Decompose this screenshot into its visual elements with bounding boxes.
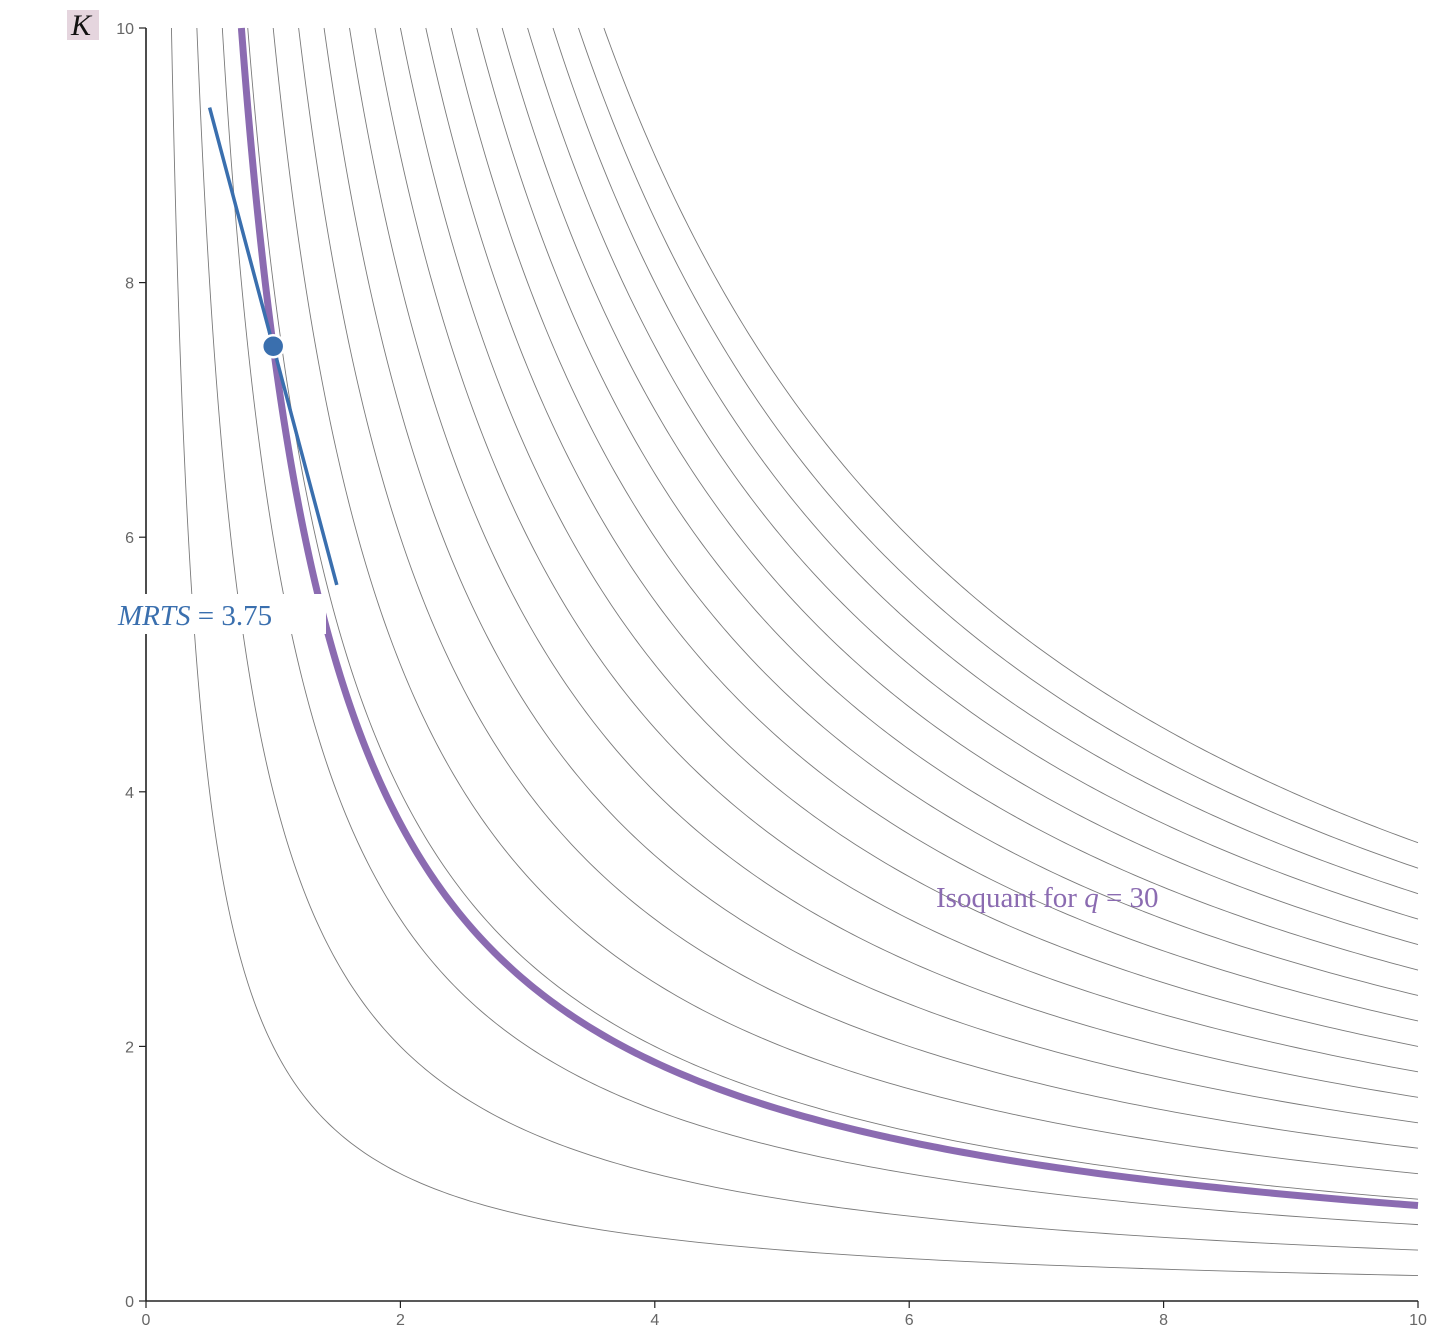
mrts-label-bg bbox=[112, 594, 326, 634]
x-tick-label-10: 10 bbox=[1409, 1312, 1427, 1329]
isoquant-contour-104 bbox=[476, 27, 1419, 971]
isoquant-contour-136 bbox=[578, 27, 1419, 869]
isoquant-contour-72 bbox=[374, 27, 1419, 1073]
tangent-group bbox=[207, 107, 339, 586]
isoquant-contour-40 bbox=[272, 27, 1419, 1175]
isoquant-contour-48 bbox=[298, 27, 1419, 1149]
x-tick-label-6: 6 bbox=[905, 1312, 914, 1329]
x-tick-label-0: 0 bbox=[142, 1312, 151, 1329]
highlighted-isoquant bbox=[237, 27, 1419, 1210]
isoquant-contour-120 bbox=[527, 27, 1419, 920]
isoquant-label: Isoquant for q = 30 bbox=[936, 882, 1159, 914]
y-tick-label-8: 8 bbox=[125, 276, 134, 293]
x-tick-label-8: 8 bbox=[1159, 1312, 1168, 1329]
isoquant-contour-112 bbox=[501, 27, 1419, 945]
isoquant-contour-32 bbox=[247, 27, 1419, 1200]
isoquant-label-text: Isoquant for bbox=[936, 882, 1084, 914]
y-axis-title: K bbox=[70, 9, 93, 42]
y-axis-ticks: 0 2 4 6 8 10 bbox=[116, 21, 146, 1311]
x-tick-label-4: 4 bbox=[650, 1312, 659, 1329]
isoquant-contour-56 bbox=[323, 27, 1419, 1124]
mrts-label-eq: = 3.75 bbox=[191, 600, 273, 632]
isoquant-label-var: q bbox=[1084, 882, 1099, 914]
mrts-label: MRTS = 3.75 bbox=[117, 600, 272, 632]
mrts-label-var: MRTS bbox=[117, 600, 191, 632]
isoquant-contour-24 bbox=[221, 27, 1419, 1226]
isoquant-contour-88 bbox=[425, 27, 1419, 1022]
x-axis-ticks: 0 2 4 6 8 10 bbox=[142, 1301, 1427, 1329]
y-tick-label-2: 2 bbox=[125, 1039, 134, 1056]
isoquant-contour-128 bbox=[552, 27, 1419, 895]
isoquant-contour-16 bbox=[196, 27, 1419, 1251]
isoquant-contours bbox=[170, 27, 1419, 1276]
y-tick-label-0: 0 bbox=[125, 1294, 134, 1311]
isoquant-contour-64 bbox=[349, 27, 1419, 1098]
y-tick-label-10: 10 bbox=[116, 21, 134, 38]
isoquant-contour-80 bbox=[399, 27, 1419, 1047]
y-tick-label-6: 6 bbox=[125, 530, 134, 547]
isoquant-contour-8 bbox=[170, 27, 1419, 1276]
y-tick-label-4: 4 bbox=[125, 785, 134, 802]
x-tick-label-2: 2 bbox=[396, 1312, 405, 1329]
isoquant-contour-144 bbox=[603, 27, 1419, 844]
highlighted-isoquant-group bbox=[237, 27, 1419, 1210]
y-axis-title-bg bbox=[67, 10, 99, 40]
isoquant-label-eq: = 30 bbox=[1099, 882, 1159, 914]
chart-labels: MRTS = 3.75 Isoquant for q = 30 K bbox=[67, 9, 1159, 914]
isoquant-contour-96 bbox=[450, 27, 1419, 996]
axes bbox=[145, 28, 1418, 1302]
selected-point[interactable] bbox=[260, 334, 286, 359]
